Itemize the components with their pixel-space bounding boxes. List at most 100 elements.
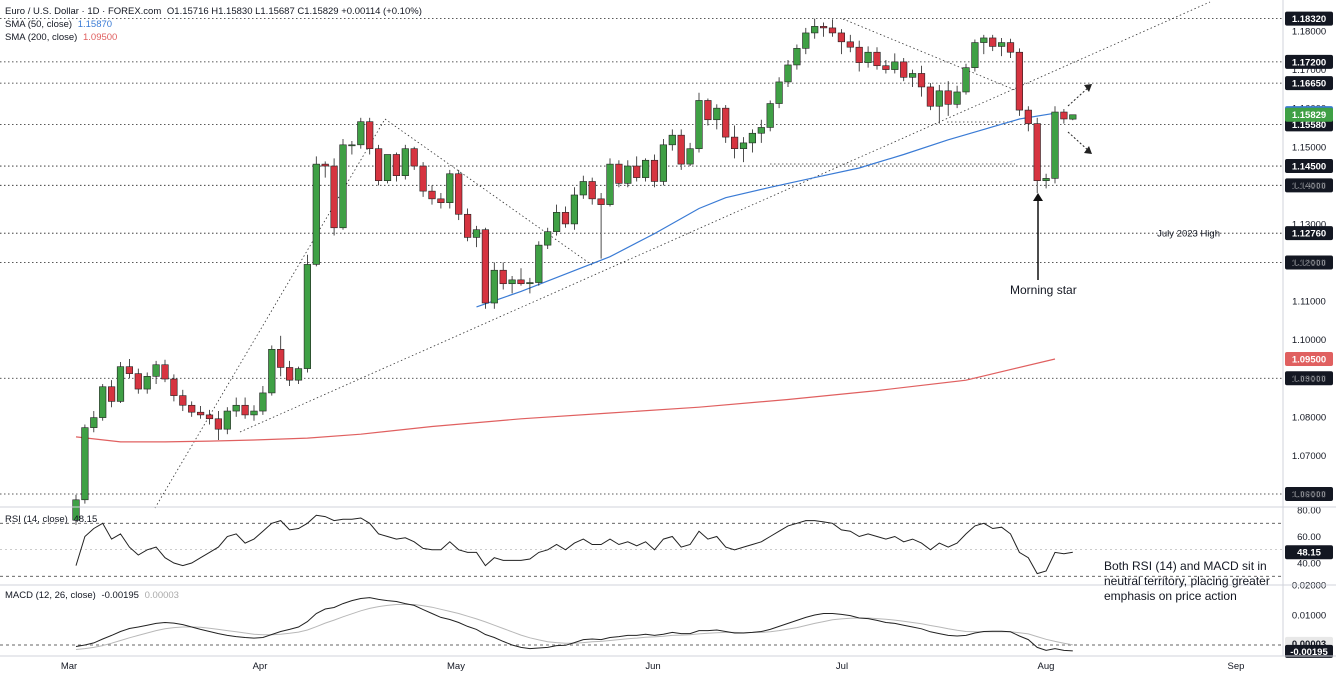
rsi-line <box>75 514 1073 575</box>
candle-body <box>659 144 667 182</box>
candle <box>188 401 196 417</box>
sma200-label: SMA (200, close) <box>5 32 78 43</box>
candle <box>837 29 845 55</box>
candle <box>793 44 801 70</box>
rsi-badge-label: 48.15 <box>1297 548 1321 559</box>
candle-body <box>650 159 659 182</box>
candle <box>277 335 285 377</box>
level-badge-label: 1.12000 <box>1292 258 1326 269</box>
candle <box>855 40 863 72</box>
projection-up-arrow <box>1067 85 1091 107</box>
candle-body <box>544 231 552 246</box>
candle-body <box>499 269 507 285</box>
candle-body <box>784 64 792 83</box>
candle-body <box>143 376 151 390</box>
candle-body <box>259 392 267 412</box>
rsi-tick-label: 60.00 <box>1297 532 1321 543</box>
level-badge-label: 1.15580 <box>1292 120 1326 131</box>
candle <box>650 154 659 188</box>
candle-body <box>997 42 1006 47</box>
candle <box>882 59 890 74</box>
candle-body <box>962 67 970 93</box>
candle <box>659 139 667 186</box>
candle <box>481 227 490 309</box>
candle-body <box>72 499 80 521</box>
candle <box>268 345 276 396</box>
level-badge <box>1285 11 1333 26</box>
sma200-value: 1.09500 <box>82 32 118 43</box>
candle <box>606 158 614 207</box>
candle-body <box>775 81 783 104</box>
candle <box>437 193 445 209</box>
candle-body <box>455 173 463 215</box>
macd-pane[interactable] <box>0 597 1283 652</box>
candle-body <box>188 404 196 413</box>
candle-body <box>579 181 587 196</box>
candle <box>339 139 347 230</box>
time-tick-label: Apr <box>253 661 268 672</box>
sma50-value: 1.15870 <box>77 19 113 30</box>
candle <box>944 81 952 116</box>
candle <box>641 158 650 182</box>
time-tick-label: Aug <box>1038 661 1055 672</box>
candle <box>90 411 98 433</box>
price-axis[interactable]: 1.18320 1.17200 1.16650 1.15580 1.14500 1.140… <box>1285 11 1333 658</box>
candle <box>72 494 80 525</box>
candle <box>152 360 160 385</box>
candle <box>552 204 561 236</box>
price-pane[interactable]: July 2023 High <box>0 1 1283 525</box>
candle-body <box>321 163 329 167</box>
candle-body <box>81 427 89 501</box>
candle <box>997 37 1006 57</box>
candle-body <box>926 86 934 107</box>
candle <box>143 372 151 394</box>
candle-body <box>828 27 837 34</box>
candle <box>214 411 223 440</box>
candle-body <box>446 173 454 203</box>
candle-body <box>330 165 338 229</box>
candle <box>1042 173 1050 189</box>
candle-body <box>250 410 258 416</box>
july-high-label: July 2023 High <box>1157 229 1220 240</box>
candle <box>802 27 810 55</box>
candle-body <box>606 163 614 205</box>
candle <box>250 405 258 421</box>
level-badge-label: 1.16650 <box>1292 79 1326 90</box>
price-tick-label: 1.12000 <box>1292 258 1326 269</box>
candle <box>357 117 365 149</box>
candle-body <box>917 73 926 88</box>
candle-body <box>392 154 401 176</box>
candle <box>739 137 748 163</box>
candle-body <box>374 148 383 182</box>
rsi-pane[interactable] <box>0 514 1283 577</box>
time-tick-label: Jun <box>645 661 660 672</box>
candle-body <box>757 127 765 134</box>
candle-body <box>472 229 481 238</box>
price-badge <box>1285 107 1333 122</box>
candle <box>259 385 267 415</box>
candle <box>900 58 908 82</box>
price-tick-label: 1.09000 <box>1292 374 1326 385</box>
candle <box>170 374 178 402</box>
candle-body <box>108 386 116 402</box>
candle-body <box>1015 51 1023 111</box>
candle <box>392 152 401 182</box>
candle <box>419 162 427 197</box>
candle-body <box>900 61 908 78</box>
candle <box>980 34 988 55</box>
price-tick-label: 1.06000 <box>1292 490 1326 501</box>
level-badge-label: 1.12760 <box>1292 229 1326 240</box>
candle-body <box>641 159 650 178</box>
candle <box>748 129 756 153</box>
candle-body <box>739 142 748 149</box>
candle <box>446 169 454 209</box>
candle <box>472 225 481 248</box>
price-tick-label: 1.15000 <box>1292 142 1326 153</box>
projection-up-head <box>1084 84 1092 92</box>
candle <box>526 277 534 294</box>
macd-tick-label: 0.02000 <box>1292 581 1326 592</box>
price-tick-label: 1.10000 <box>1292 335 1326 346</box>
macd-badge-label: -0.00195 <box>1290 647 1328 658</box>
level-badge <box>1285 226 1333 241</box>
